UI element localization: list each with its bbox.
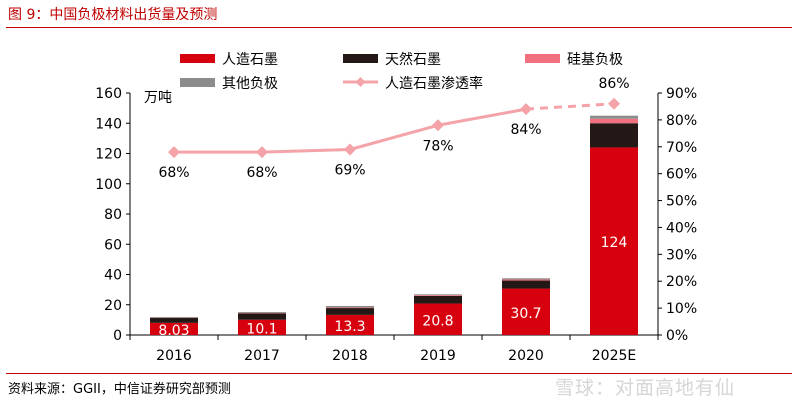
line-layer: 68% 68% 69% 78% 84% 86% [158, 76, 629, 181]
left-tick-label: 160 [95, 86, 122, 102]
bar-data-label: 10.1 [246, 321, 277, 337]
legend-swatch [343, 54, 378, 63]
legend-swatch-marker [355, 77, 366, 87]
bar-data-label: 30.7 [510, 306, 541, 322]
bar-segment [326, 314, 374, 335]
bars-layer: 8.03 10.1 13.3 20.8 30.7 124 [150, 115, 638, 339]
legend-swatch [180, 78, 215, 87]
right-tick-label: 10% [666, 301, 697, 317]
penetration-point [520, 103, 532, 116]
legend-label: 人造石墨渗透率 [385, 75, 483, 92]
right-tick-label: 70% [666, 140, 697, 156]
legend-label: 硅基负极 [567, 51, 623, 68]
penetration-point [432, 119, 444, 132]
right-tick-label: 0% [666, 328, 688, 344]
bar-segment [502, 279, 550, 281]
penetration-point [256, 146, 268, 159]
bar-segment [414, 303, 462, 335]
penetration-label: 84% [510, 122, 541, 138]
bar-data-label: 8.03 [158, 323, 189, 339]
bar-segment [326, 307, 374, 309]
bar-segment [414, 295, 462, 304]
right-tick-label: 50% [666, 194, 697, 210]
penetration-label: 78% [422, 138, 453, 154]
penetration-label: 68% [246, 165, 277, 181]
x-tick-label: 2016 [156, 348, 192, 364]
legend-label: 天然石墨 [385, 51, 441, 68]
right-tick-label: 40% [666, 220, 697, 236]
penetration-point [344, 143, 356, 156]
bar-data-label: 20.8 [422, 313, 453, 329]
left-tick-label: 0 [113, 328, 122, 344]
bar-data-label: 13.3 [334, 319, 365, 335]
penetration-label: 86% [598, 76, 629, 92]
bar-segment [590, 123, 638, 148]
bar-segment [326, 305, 374, 308]
left-axis-unit: 万吨 [144, 90, 172, 106]
bar-segment [150, 318, 198, 323]
bar-segment [150, 322, 198, 335]
title-divider [6, 27, 792, 28]
right-tick-label: 80% [666, 113, 697, 129]
left-tick-label: 100 [95, 177, 122, 193]
x-tick-label: 2017 [244, 348, 280, 364]
legend-label: 其他负极 [222, 76, 278, 92]
bar-segment [326, 308, 374, 315]
penetration-line-forecast [525, 102, 615, 111]
bar-segment [590, 115, 638, 119]
bar-segment [238, 312, 286, 313]
figure-title: 图 9：中国负极材料出货量及预测 [8, 7, 218, 23]
bar-data-label: 124 [601, 235, 628, 251]
axes-layer: 0 20 40 60 80 100 120 140 160 万吨 0% 10% 20% 30% 40% 50%… [95, 86, 697, 364]
x-tick-label: 2019 [420, 348, 456, 364]
bar-segment [590, 118, 638, 124]
x-tick-label: 2020 [508, 348, 544, 364]
bar-segment [414, 294, 462, 296]
bar-segment [502, 280, 550, 289]
bar-segment [150, 316, 198, 318]
bar-segment [502, 278, 550, 280]
footer-divider [6, 373, 792, 374]
right-tick-label: 60% [666, 167, 697, 183]
bar-segment [502, 288, 550, 335]
bar-segment [238, 319, 286, 335]
bar-segment [414, 295, 462, 296]
x-tick-label: 2018 [332, 348, 368, 364]
legend-label: 人造石墨 [222, 52, 278, 68]
source-note: 资料来源：GGII，中信证券研究部预测 [8, 382, 231, 397]
x-tick-label: 2025E [592, 348, 636, 364]
left-tick-label: 40 [104, 268, 122, 284]
penetration-label: 68% [158, 165, 189, 181]
left-tick-label: 80 [104, 207, 122, 223]
penetration-point [168, 146, 180, 159]
left-tick-label: 140 [95, 116, 122, 132]
bar-segment [238, 313, 286, 320]
penetration-point [608, 97, 620, 110]
left-tick-label: 60 [104, 237, 122, 253]
right-tick-label: 90% [666, 86, 697, 102]
right-tick-label: 30% [666, 247, 697, 263]
watermark: 雪球：对面高地有仙 [555, 377, 736, 399]
legend-swatch [525, 54, 560, 63]
right-tick-label: 20% [666, 274, 697, 290]
penetration-label: 69% [334, 162, 365, 178]
left-tick-label: 120 [95, 147, 122, 163]
legend-swatch [180, 54, 215, 63]
bar-segment [590, 147, 638, 335]
left-tick-label: 20 [104, 298, 122, 314]
